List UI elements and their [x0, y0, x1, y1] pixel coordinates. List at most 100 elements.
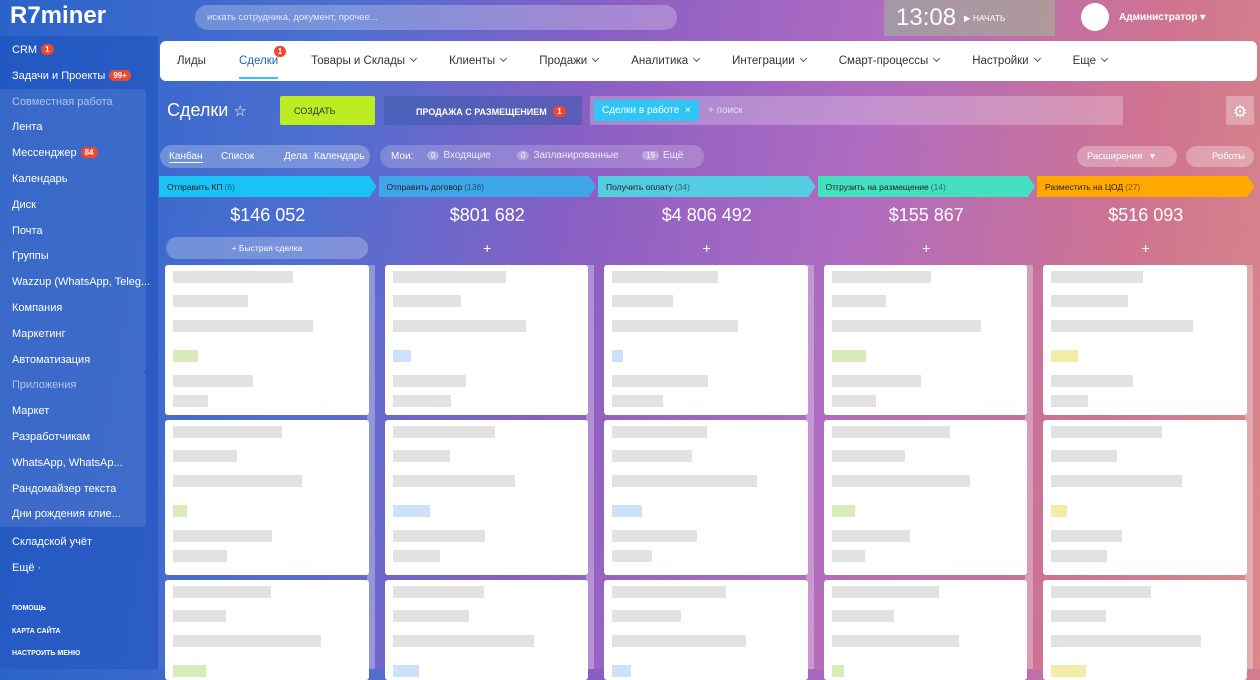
settings[interactable]: ⚙: [1226, 96, 1254, 125]
deal-card[interactable]: [1043, 420, 1247, 575]
counter-label[interactable]: Входящие: [443, 150, 491, 161]
menu-item[interactable]: Мессенджер 84: [12, 147, 98, 159]
deal-card[interactable]: [604, 580, 808, 680]
stage-header[interactable]: Получить оплату (34): [598, 176, 816, 197]
footer-link[interactable]: ПОМОЩЬ: [12, 605, 46, 612]
menu-item[interactable]: CRM 1: [12, 44, 54, 56]
counter[interactable]: 19 Ещё: [642, 150, 683, 161]
menu-item[interactable]: Диск: [12, 199, 36, 211]
menu-item[interactable]: Wazzup (WhatsApp, Teleg...: [12, 276, 150, 288]
add-deal[interactable]: +: [1141, 240, 1150, 256]
menu-item[interactable]: Разработчикам: [12, 431, 90, 443]
filter[interactable]: Сделки в работе × + поиск: [590, 96, 1123, 125]
menu-item[interactable]: Рандомайзер текста: [12, 483, 116, 495]
deal-card[interactable]: [604, 265, 808, 415]
nav-tab[interactable]: Интеграции: [732, 54, 807, 67]
group-title[interactable]: Приложения: [12, 379, 77, 392]
menu-label[interactable]: Wazzup (WhatsApp, Teleg...: [12, 276, 151, 289]
menu-item[interactable]: Календарь: [12, 173, 68, 185]
stage-header[interactable]: Отгрузить на размещение (14): [818, 176, 1036, 197]
nav-label[interactable]: Настройки: [972, 55, 1029, 67]
counter[interactable]: 0 Входящие: [427, 150, 491, 161]
view-tab[interactable]: Канбан: [169, 151, 203, 163]
nav-label[interactable]: Аналитика: [631, 55, 689, 67]
menu-label[interactable]: Группы: [12, 250, 49, 263]
menu-label[interactable]: Мессенджер: [12, 147, 77, 160]
nav-tab[interactable]: Еще: [1073, 54, 1109, 67]
pipeline[interactable]: ПРОДАЖА С РАЗМЕЩЕНИЕМ: [416, 107, 547, 117]
deal-card[interactable]: [823, 420, 1027, 575]
deal-card[interactable]: [823, 265, 1027, 415]
nav-label[interactable]: Товары и Склады: [311, 55, 406, 67]
menu-label[interactable]: Диск: [12, 198, 36, 211]
menu-label[interactable]: Дни рождения клие...: [12, 508, 121, 521]
nav-tab[interactable]: Сделки 1: [238, 46, 287, 79]
user-name[interactable]: Администратор ▾: [1119, 12, 1206, 23]
nav-label[interactable]: Интеграции: [732, 55, 795, 67]
stage-header[interactable]: Отправить КП (6): [159, 176, 377, 197]
menu-item[interactable]: Маркет: [12, 405, 49, 417]
deal-card[interactable]: [604, 420, 808, 575]
nav-tab[interactable]: Товары и Склады: [311, 54, 418, 67]
add-deal[interactable]: +: [483, 240, 492, 256]
filter-tag-text[interactable]: Сделки в работе: [602, 105, 680, 116]
menu-item[interactable]: Задачи и Проекты 99+: [12, 69, 131, 82]
create-button[interactable]: СОЗДАТЬ: [280, 96, 375, 125]
nav-tab[interactable]: Настройки: [972, 54, 1041, 67]
extensions-label[interactable]: Расширения: [1087, 151, 1143, 162]
nav-tab[interactable]: Лиды: [177, 55, 206, 67]
avatar[interactable]: [1081, 3, 1109, 31]
extensions[interactable]: Расширения ▾: [1077, 146, 1177, 167]
deal-card[interactable]: [165, 265, 369, 415]
menu-item[interactable]: Автоматизация: [12, 354, 90, 366]
menu-item[interactable]: Лента: [12, 121, 42, 133]
start-label[interactable]: НАЧАТЬ: [972, 13, 1006, 23]
quick-deal[interactable]: + Быстрая сделка: [166, 237, 368, 259]
menu-label[interactable]: Ещё ·: [12, 562, 42, 574]
menu-item[interactable]: Складской учёт: [12, 536, 92, 548]
nav-tab[interactable]: Смарт-процессы: [838, 54, 941, 67]
menu-item[interactable]: Маркетинг: [12, 328, 65, 340]
nav-label[interactable]: Клиенты: [449, 55, 496, 67]
menu-label[interactable]: WhatsApp, WhatsAp...: [12, 456, 123, 469]
filter-search[interactable]: + поиск: [708, 105, 743, 116]
menu-item[interactable]: Дни рождения клие...: [12, 508, 121, 520]
counter-label[interactable]: Запланированные: [533, 150, 619, 161]
deal-card[interactable]: [165, 420, 369, 575]
group-title[interactable]: Совместная работа: [12, 95, 113, 108]
menu-item[interactable]: Группы: [12, 250, 49, 262]
stage-header[interactable]: Разместить на ЦОД (27): [1037, 176, 1255, 197]
pipeline-button[interactable]: ПРОДАЖА С РАЗМЕЩЕНИЕМ 1: [384, 96, 582, 125]
nav-label[interactable]: Лиды: [177, 55, 206, 67]
menu-label[interactable]: Задачи и Проекты: [12, 69, 106, 82]
menu-item[interactable]: Почта: [12, 225, 43, 237]
robots[interactable]: Роботы: [1186, 146, 1254, 167]
view-tab[interactable]: Список: [221, 151, 255, 162]
deal-card[interactable]: [384, 580, 588, 680]
footer-link[interactable]: КАРТА САЙТА: [12, 627, 61, 635]
nav-label[interactable]: Смарт-процессы: [838, 55, 929, 67]
menu-label[interactable]: Складской учёт: [12, 536, 92, 549]
menu-label[interactable]: Маркетинг: [12, 327, 66, 340]
add-deal[interactable]: +: [922, 240, 931, 256]
deal-card[interactable]: [384, 265, 588, 415]
add-deal[interactable]: +: [702, 240, 711, 256]
user[interactable]: Администратор: [1119, 12, 1198, 23]
footer-link[interactable]: НАСТРОИТЬ МЕНЮ: [12, 650, 81, 657]
deal-card[interactable]: [165, 580, 369, 680]
nav-tab[interactable]: Аналитика: [631, 54, 701, 67]
menu-label[interactable]: Автоматизация: [12, 353, 91, 366]
filter-tag[interactable]: Сделки в работе ×: [594, 100, 699, 121]
nav-tab[interactable]: Продажи: [539, 54, 600, 67]
search[interactable]: искать сотрудника, документ, прочее...: [195, 5, 677, 30]
deal-card[interactable]: [1043, 580, 1247, 680]
deal-card[interactable]: [1043, 265, 1247, 415]
logo[interactable]: R7miner: [10, 2, 107, 29]
nav-label[interactable]: Продажи: [539, 55, 588, 67]
menu-item[interactable]: WhatsApp, WhatsAp...: [12, 457, 123, 469]
menu-label[interactable]: Рандомайзер текста: [12, 482, 117, 495]
view-tab[interactable]: Дела: [284, 151, 308, 162]
menu-label[interactable]: Календарь: [12, 173, 68, 185]
quick-label[interactable]: Быстрая сделка: [238, 243, 303, 253]
deal-card[interactable]: [823, 580, 1027, 680]
